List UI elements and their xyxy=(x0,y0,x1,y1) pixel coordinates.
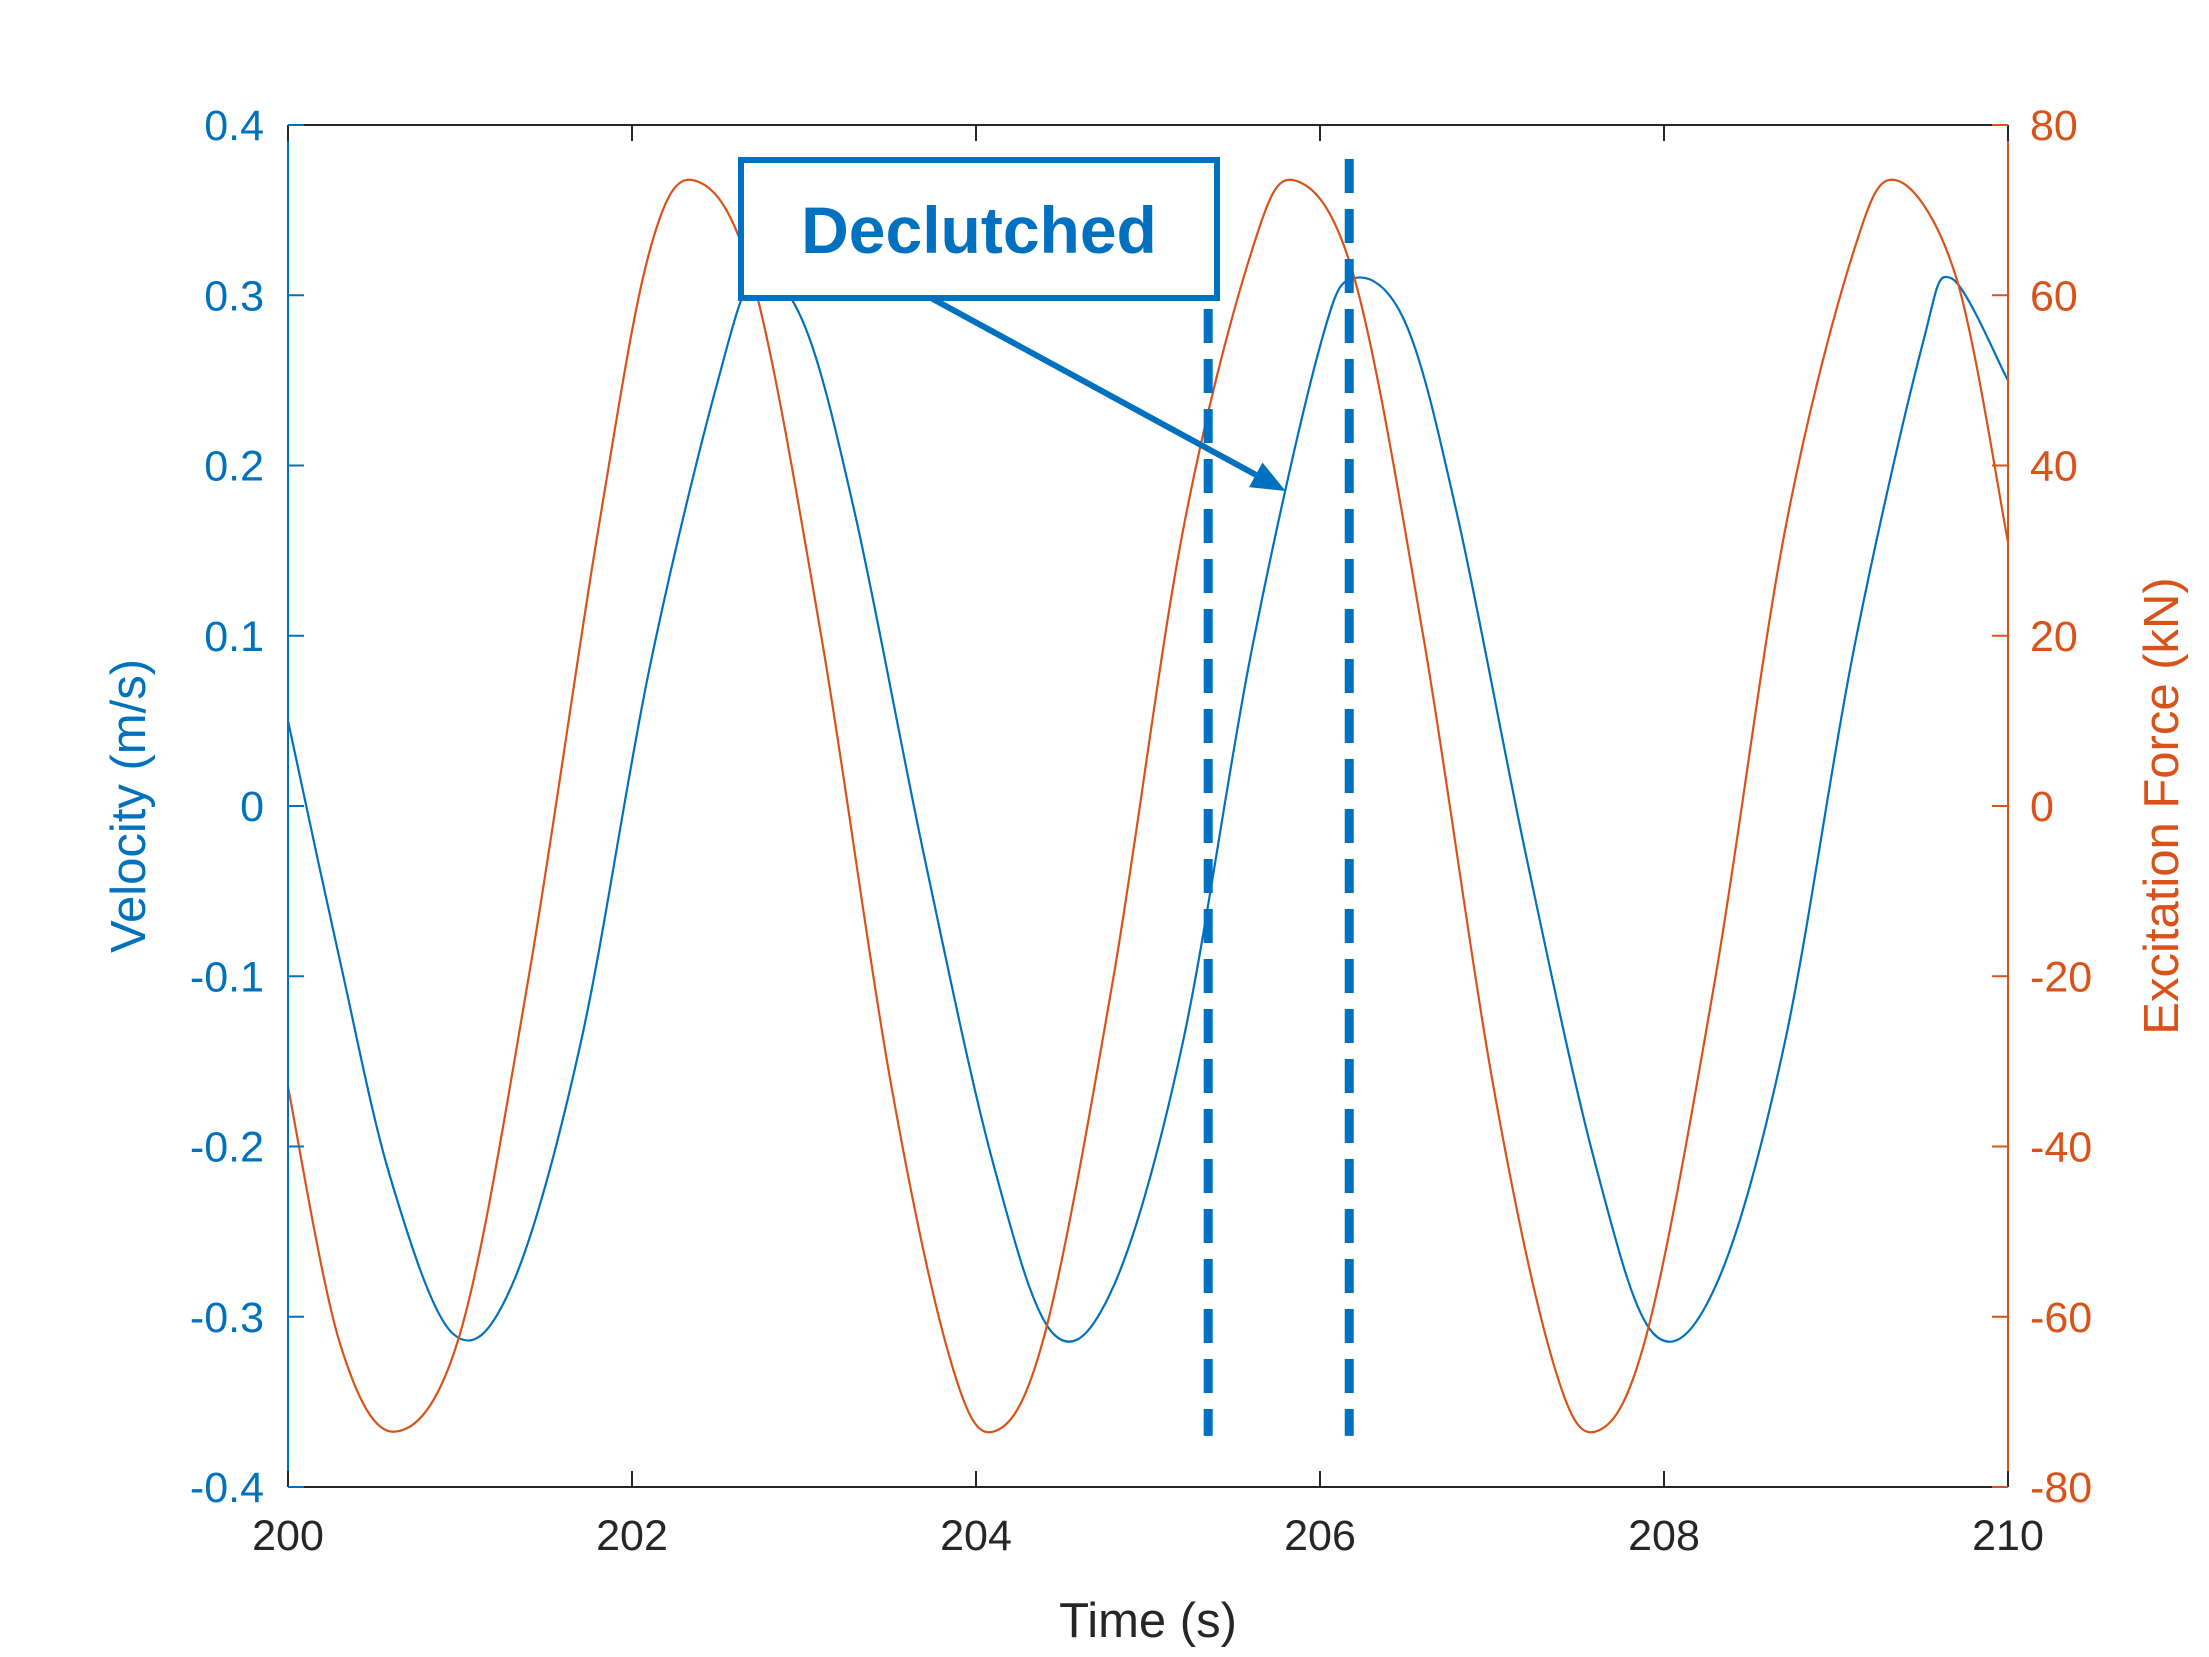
ticks-layer: 200 202 204 206 208 2100.40.30.20.10-0.1-0.2-… xyxy=(190,102,2092,1560)
x-tick-label: 204 xyxy=(940,1512,1012,1560)
declutched-label-box xyxy=(738,157,1220,301)
y-right-tick-label: 60 xyxy=(2030,272,2078,320)
y-left-tick-label: 0.2 xyxy=(204,443,264,491)
y-left-tick-label: -0.3 xyxy=(190,1294,264,1342)
y-right-tick-label: -60 xyxy=(2030,1294,2092,1342)
annotation-arrow-head xyxy=(1249,462,1286,492)
y-right-tick-label: 20 xyxy=(2030,613,2078,661)
y-right-tick-label: 40 xyxy=(2030,443,2078,491)
y-right-tick-label: -80 xyxy=(2030,1464,2092,1512)
y-right-tick-label: 0 xyxy=(2030,783,2054,831)
y-right-tick-label: -20 xyxy=(2030,953,2092,1001)
y-left-tick-label: 0.3 xyxy=(204,272,264,320)
y-left-tick-label: 0.1 xyxy=(204,613,264,661)
series-layer xyxy=(286,178,2010,1434)
x-tick-label: 210 xyxy=(1972,1512,2044,1560)
x-tick-label: 202 xyxy=(596,1512,668,1560)
y-left-tick-label: -0.1 xyxy=(190,953,264,1001)
y-left-axis-title: Velocity (m/s) xyxy=(102,659,156,953)
plot-background xyxy=(288,125,2008,1487)
plot-area xyxy=(288,125,2008,1487)
y-right-tick-label: 80 xyxy=(2030,102,2078,150)
annotation-arrow-shaft xyxy=(924,292,1258,478)
annotation-layer: Declutched xyxy=(738,157,1354,1436)
x-tick-label: 200 xyxy=(252,1512,324,1560)
x-tick-label: 208 xyxy=(1628,1512,1700,1560)
velocity-series-line xyxy=(286,274,2009,1343)
x-axis-title: Time (s) xyxy=(1059,1594,1237,1648)
y-right-tick-label: -40 xyxy=(2030,1124,2092,1172)
y-right-axis-title: Excitation Force (kN) xyxy=(2135,577,2189,1034)
y-left-tick-label: -0.2 xyxy=(190,1124,264,1172)
x-tick-label: 206 xyxy=(1284,1512,1356,1560)
y-left-tick-label: 0 xyxy=(240,783,264,831)
declutched-label: Declutched xyxy=(801,193,1157,267)
excitation-force-series-line xyxy=(286,178,2010,1434)
y-left-tick-label: 0.4 xyxy=(204,102,264,150)
y-left-tick-label: -0.4 xyxy=(190,1464,264,1512)
